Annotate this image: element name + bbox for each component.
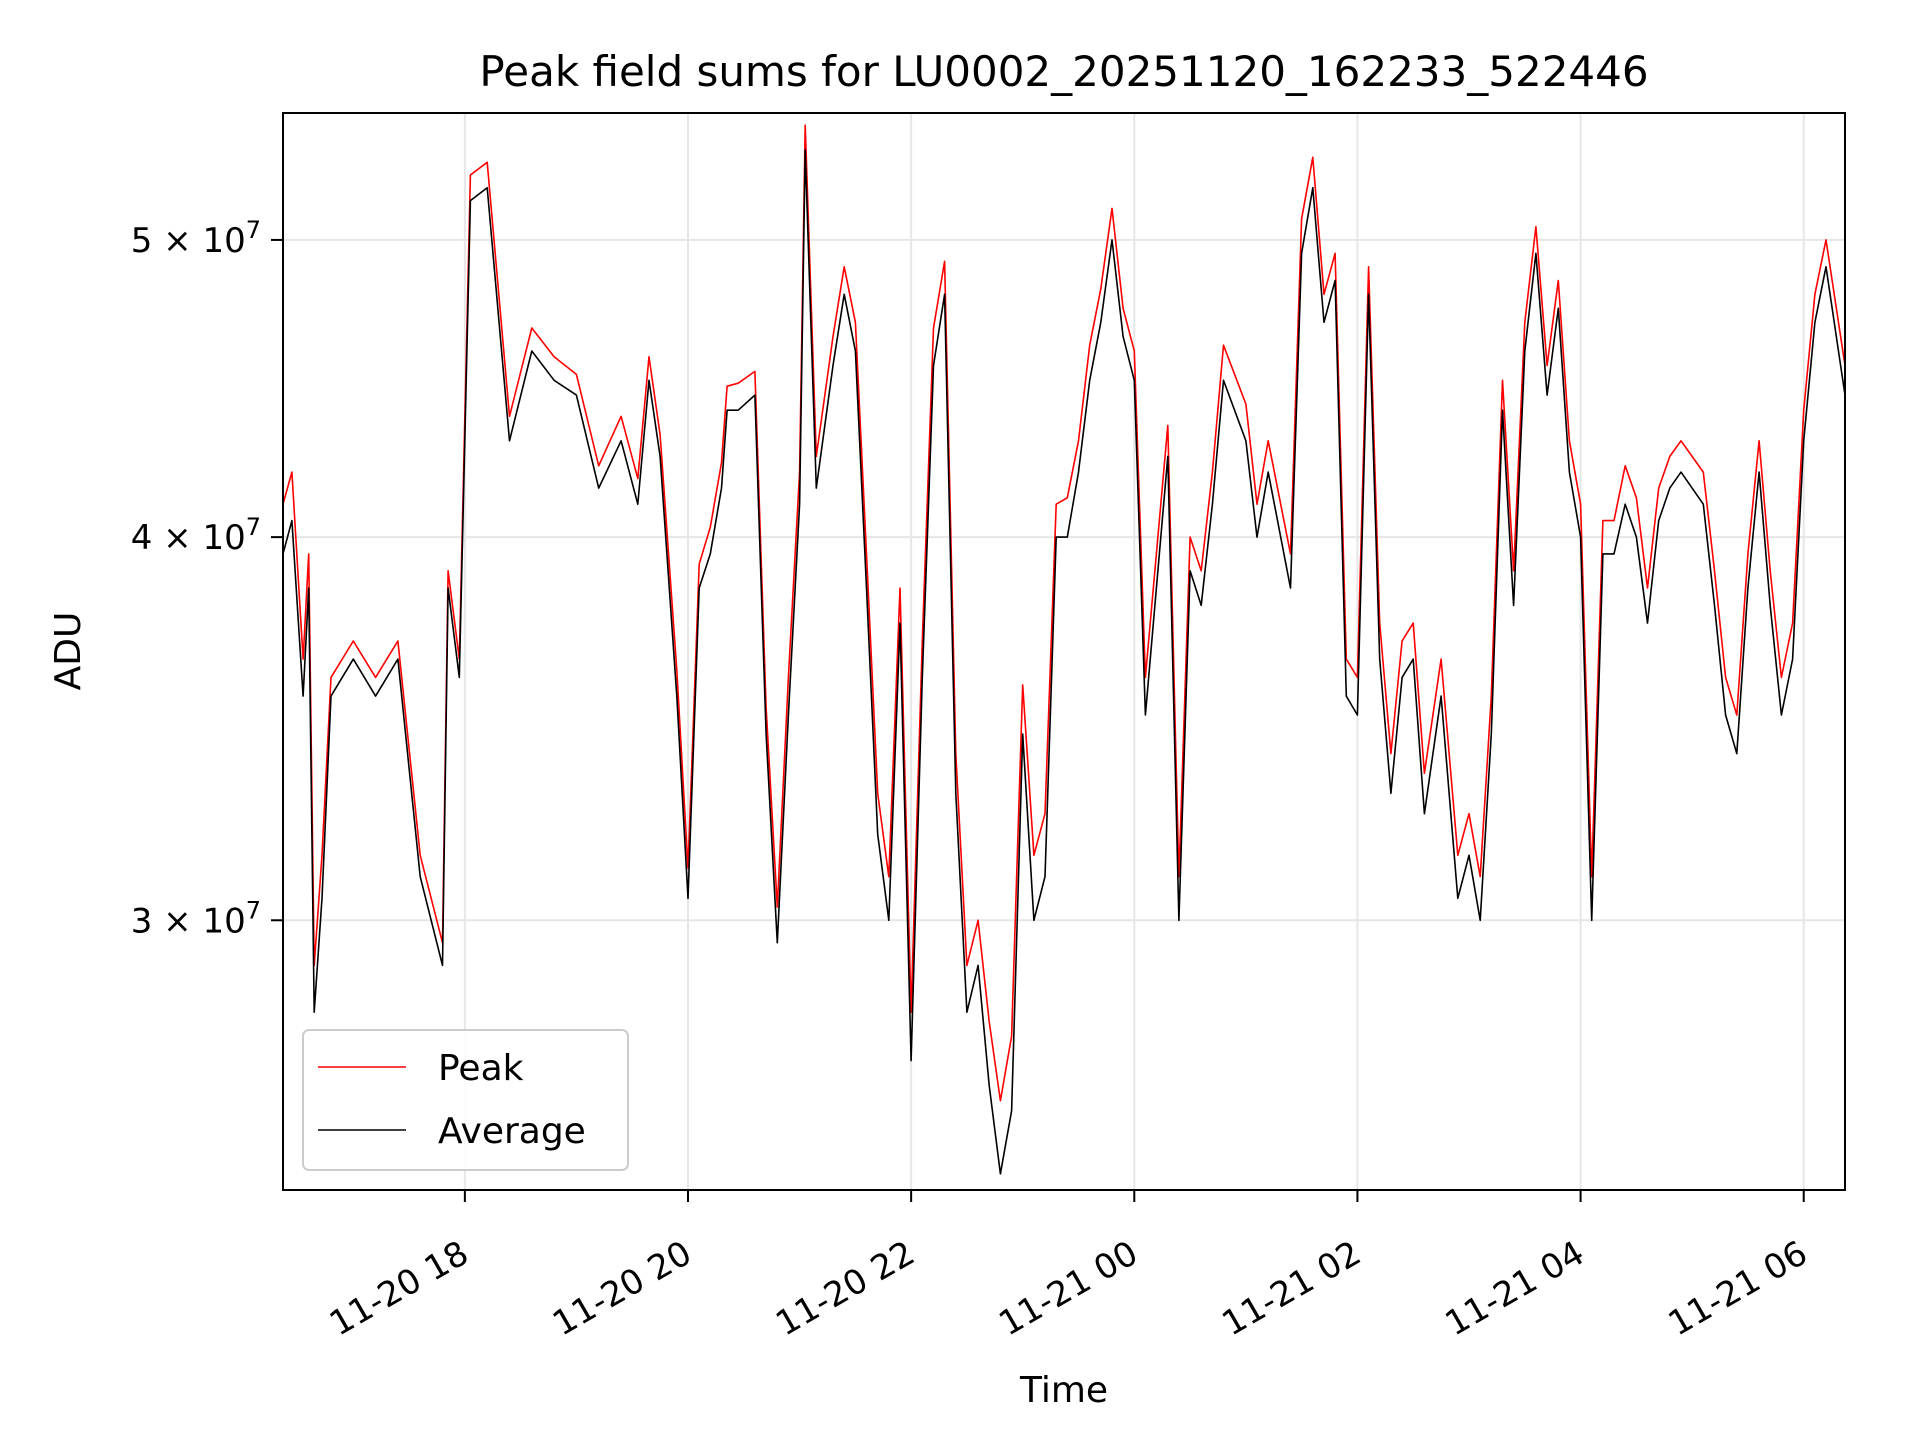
legend: Peak Average: [302, 1029, 629, 1171]
legend-box: [302, 1029, 629, 1171]
legend-peak-label: Peak: [438, 1048, 524, 1089]
plot-frame: [282, 112, 1846, 1191]
y-tick-label: 3 × 107: [131, 896, 261, 941]
y-tick-label: 5 × 107: [131, 216, 261, 261]
peak-series-line: [282, 124, 1846, 1102]
x-axis-label: Time: [1019, 1370, 1108, 1411]
legend-average-label: Average: [438, 1111, 586, 1152]
y-axis-ticks: 3 × 107 4 × 107 5 × 107: [131, 216, 283, 941]
chart-title: Peak field sums for LU0002_20251120_1622…: [479, 47, 1648, 96]
y-tick-label: 4 × 107: [131, 513, 261, 558]
series-layer: [282, 124, 1846, 1175]
average-series-line: [282, 149, 1846, 1175]
y-axis-label: ADU: [48, 612, 89, 691]
